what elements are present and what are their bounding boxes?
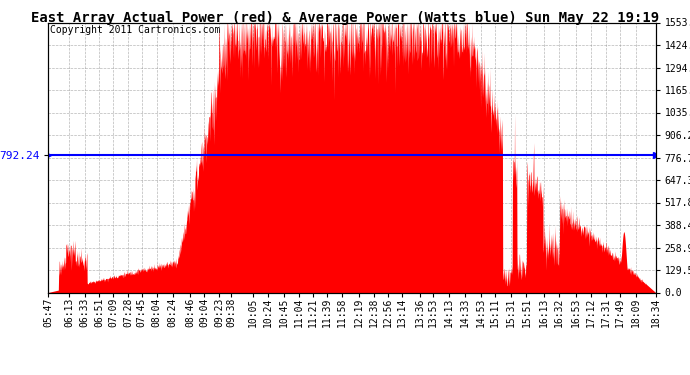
Text: Copyright 2011 Cartronics.com: Copyright 2011 Cartronics.com [50, 25, 220, 35]
Text: East Array Actual Power (red) & Average Power (Watts blue) Sun May 22 19:19: East Array Actual Power (red) & Average … [31, 11, 659, 25]
